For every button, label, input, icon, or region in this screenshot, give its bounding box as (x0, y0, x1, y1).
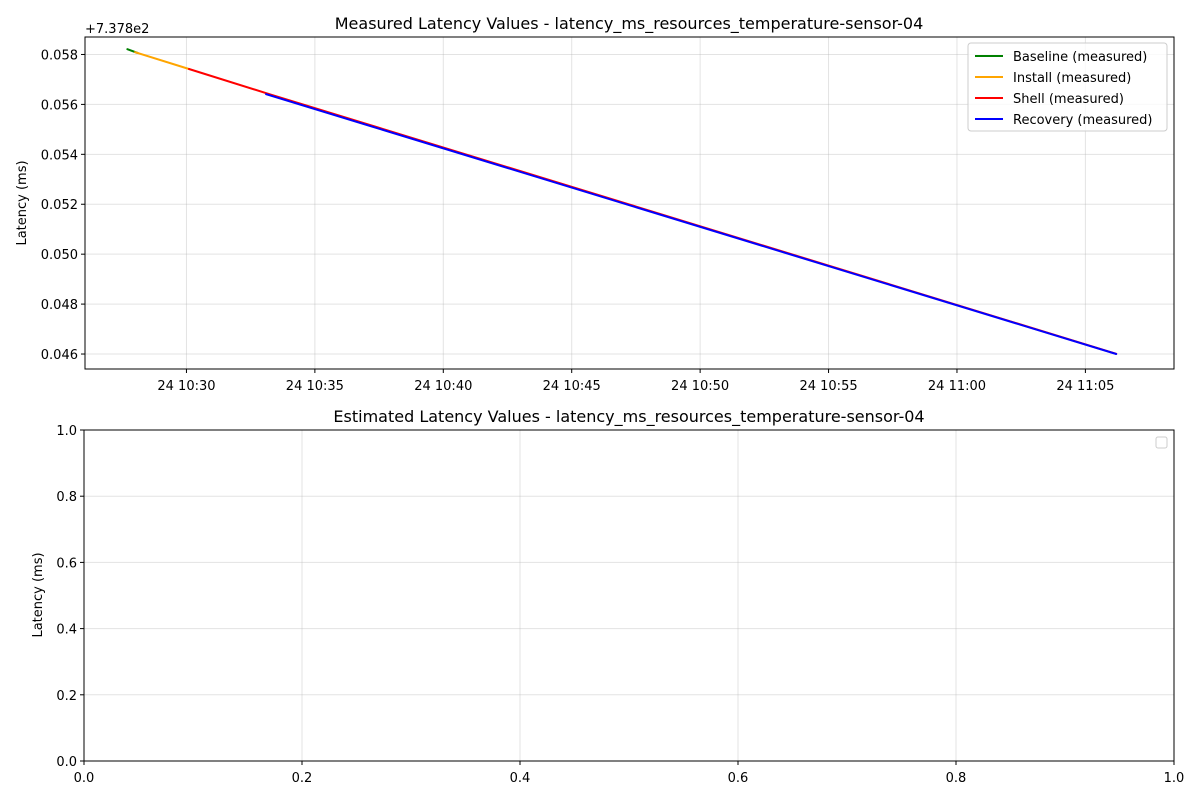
chart1-series-lines (126, 48, 1118, 355)
chart1-x-tick-label: 24 10:35 (286, 379, 344, 394)
estimated-latency-chart: Estimated Latency Values - latency_ms_re… (31, 407, 1184, 786)
chart1-legend-label: Install (measured) (1013, 71, 1131, 86)
chart1-legend-label: Shell (measured) (1013, 92, 1124, 107)
chart2-y-tick-label: 0.4 (56, 623, 77, 638)
chart1-x-tick-label: 24 10:50 (671, 379, 729, 394)
chart1-series-line-3 (265, 93, 1118, 355)
chart2-y-tick-label: 0.8 (56, 490, 77, 505)
chart2-x-tick-label: 0.2 (292, 771, 313, 786)
chart1-legend-label: Recovery (measured) (1013, 113, 1153, 128)
chart1-x-tick-label: 24 11:05 (1056, 379, 1114, 394)
chart2-x-ticks: 0.0 0.2 0.4 0.6 0.8 1.0 (74, 761, 1185, 786)
chart1-x-tick-label: 24 11:00 (928, 379, 986, 394)
chart1-y-tick-label: 0.052 (41, 198, 78, 213)
chart2-title: Estimated Latency Values - latency_ms_re… (333, 407, 924, 427)
chart2-x-tick-label: 0.8 (946, 771, 967, 786)
chart1-y-tick-label: 0.048 (41, 298, 78, 313)
chart1-y-offset-label: +7.378e2 (85, 22, 149, 37)
chart1-x-ticks: 24 10:30 24 10:35 24 10:40 24 10:45 24 10:50… (157, 369, 1114, 394)
chart1-y-tick-label: 0.056 (41, 98, 78, 113)
chart1-x-tick-label: 24 10:40 (414, 379, 472, 394)
chart1-legend-label: Baseline (measured) (1013, 50, 1147, 65)
chart1-y-tick-label: 0.046 (41, 348, 78, 363)
chart2-x-tick-label: 0.4 (510, 771, 531, 786)
chart2-y-tick-label: 0.2 (56, 689, 77, 704)
chart1-x-tick-label: 24 10:30 (157, 379, 215, 394)
chart1-series-line-1 (134, 51, 190, 70)
chart2-y-tick-label: 0.0 (56, 755, 77, 770)
chart2-y-tick-label: 0.6 (56, 556, 77, 571)
chart1-x-tick-label: 24 10:55 (799, 379, 857, 394)
measured-latency-chart: Measured Latency Values - latency_ms_res… (15, 14, 1175, 394)
chart2-legend-box (1155, 436, 1168, 449)
chart2-x-tick-label: 0.0 (74, 771, 95, 786)
chart2-y-axis-label: Latency (ms) (31, 552, 46, 637)
chart1-y-tick-label: 0.058 (41, 48, 78, 63)
chart1-y-axis-label: Latency (ms) (15, 160, 30, 245)
chart2-grid (83, 429, 1175, 762)
chart2-axes-frame (83, 429, 1175, 762)
chart1-legend-box (967, 42, 1168, 132)
chart1-y-tick-label: 0.050 (41, 248, 78, 263)
chart2-x-tick-label: 1.0 (1164, 771, 1185, 786)
chart2-y-ticks: 0.0 0.2 0.4 0.6 0.8 1.0 (56, 424, 84, 770)
chart1-title: Measured Latency Values - latency_ms_res… (335, 14, 924, 34)
chart2-y-tick-label: 1.0 (56, 424, 77, 439)
chart1-y-tick-label: 0.054 (41, 148, 78, 163)
chart1-y-ticks: 0.046 0.048 0.050 0.052 0.054 0.056 0.058 (41, 48, 85, 363)
chart2-x-tick-label: 0.6 (728, 771, 749, 786)
chart1-axes-frame (84, 36, 1175, 370)
chart1-legend: Baseline (measured) Install (measured) She… (967, 42, 1168, 132)
chart1-x-tick-label: 24 10:45 (543, 379, 601, 394)
chart1-series-line-2 (188, 68, 270, 95)
